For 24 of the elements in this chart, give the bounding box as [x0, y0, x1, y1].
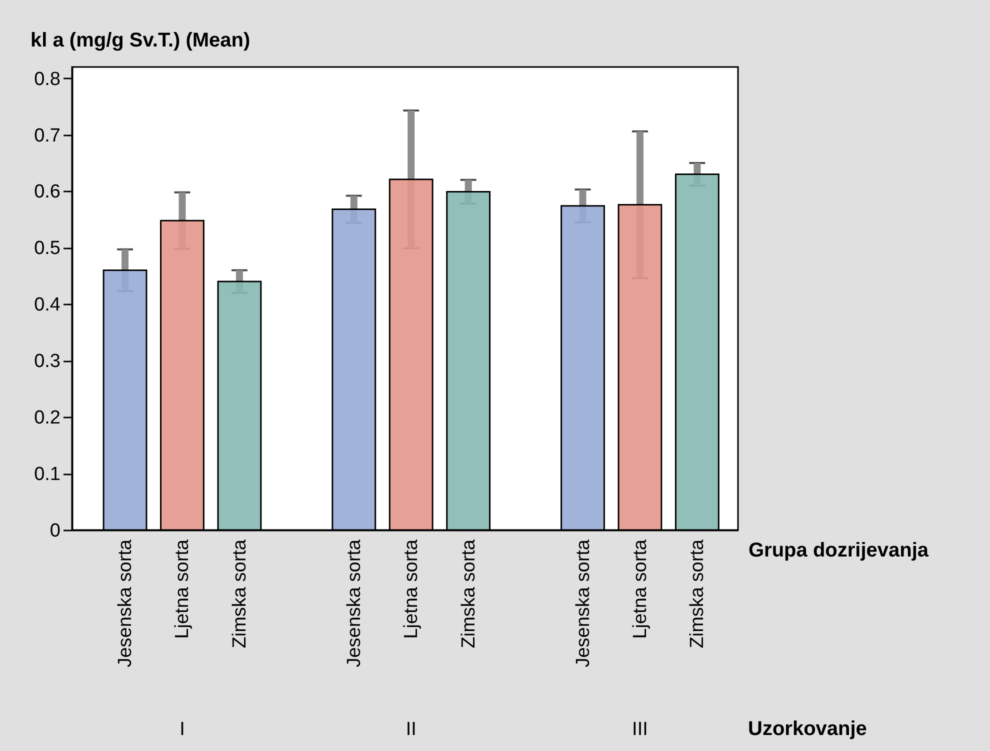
y-tick-label: 0.4	[34, 294, 61, 316]
x-tick-label: Jesenska sorta	[344, 539, 365, 668]
x-axis-title: Grupa dozrijevanja	[748, 540, 930, 562]
y-tick-label: 0.6	[34, 182, 60, 203]
x-tick-label: Zimska sorta	[458, 539, 480, 648]
y-tick-label: 0.7	[34, 125, 60, 146]
y-tick-label: 0	[50, 520, 60, 542]
y-tick-label: 0.2	[34, 408, 60, 429]
y-tick-label: 0.1	[34, 464, 60, 486]
text: Uzorkovanje	[748, 718, 867, 740]
x-tick-label: Jesenska sorta	[572, 539, 594, 668]
x-tick-label: Zimska sorta	[229, 539, 250, 648]
y-axis-title: kl a (mg/g Sv.T.) (Mean)	[30, 30, 250, 52]
x-tick-label: Ljetna sorta	[630, 539, 651, 639]
text: II	[406, 719, 416, 740]
y-tick-label: 0.3	[34, 351, 60, 372]
y-tick-label: 0.5	[34, 238, 60, 260]
x-tick-label: Zimska sorta	[687, 539, 708, 648]
text: I	[180, 719, 185, 740]
x-tick-label: Ljetna sorta	[401, 539, 422, 639]
text: III	[632, 719, 648, 740]
x-tick-label: Ljetna sorta	[172, 539, 194, 639]
x-tick-label: Jesenska sorta	[115, 539, 136, 668]
y-tick-label: 0.8	[34, 68, 60, 90]
